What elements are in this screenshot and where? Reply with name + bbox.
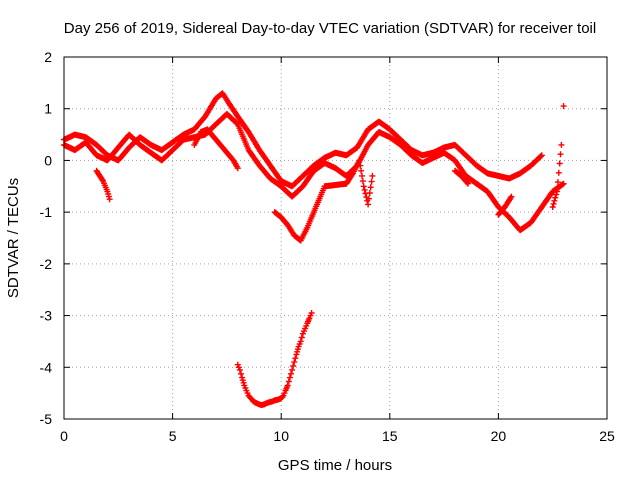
axis-ticks: [63, 56, 608, 420]
x-tick-label: 0: [60, 428, 68, 444]
data-point: [291, 359, 298, 366]
x-axis-label: GPS time / hours: [278, 457, 392, 474]
data-point: [234, 165, 241, 172]
x-tick-label: 5: [169, 428, 177, 444]
x-tick-labels: 0 5 10 15 20 25: [60, 428, 615, 444]
y-axis-label: SDTVAR / TECUs: [5, 178, 22, 298]
x-tick-label: 10: [273, 428, 289, 444]
y-tick-label: 0: [44, 152, 52, 168]
y-tick-labels: -5 -4 -3 -2 -1 0 1 2: [40, 49, 53, 427]
data-point: [285, 378, 292, 385]
chart-title: Day 256 of 2019, Sidereal Day-to-day VTE…: [64, 20, 596, 37]
data-point: [367, 184, 374, 191]
data-points: [61, 90, 567, 408]
data-point: [557, 151, 564, 158]
data-point: [507, 194, 514, 201]
data-point: [369, 172, 376, 179]
data-point: [465, 180, 471, 187]
y-tick-label: 2: [44, 49, 52, 65]
x-tick-label: 25: [599, 428, 615, 444]
x-tick-label: 15: [382, 428, 398, 444]
x-tick-label: 20: [491, 428, 507, 444]
y-tick-label: -4: [40, 359, 53, 375]
data-point: [238, 370, 244, 377]
data-point: [361, 186, 368, 193]
data-point: [554, 188, 560, 195]
data-point: [549, 204, 556, 210]
data-point: [365, 195, 372, 202]
data-point: [358, 167, 365, 174]
data-point: [290, 363, 297, 369]
data-point: [359, 172, 365, 179]
data-point: [359, 178, 366, 185]
data-point: [464, 179, 471, 186]
y-tick-label: 1: [44, 101, 52, 117]
data-point: [298, 334, 305, 341]
y-tick-label: -5: [40, 411, 53, 427]
data-point: [289, 366, 296, 373]
data-point: [550, 200, 557, 207]
data-point: [360, 183, 367, 190]
y-tick-label: -1: [40, 204, 53, 220]
data-point: [106, 196, 113, 203]
data-point: [508, 193, 515, 200]
data-point: [286, 374, 293, 381]
data-point: [558, 141, 565, 148]
data-point: [560, 180, 567, 187]
data-point: [292, 355, 299, 362]
data-point: [538, 152, 545, 159]
data-point: [555, 169, 562, 176]
data-point: [357, 162, 364, 169]
data-point: [366, 190, 373, 196]
plot-frame: [63, 56, 608, 420]
y-tick-label: -3: [40, 308, 53, 324]
data-point: [297, 338, 304, 345]
data-point: [552, 194, 559, 201]
data-point: [284, 382, 291, 389]
data-point: [538, 153, 544, 160]
data-point: [308, 310, 315, 316]
data-point: [368, 178, 375, 185]
grid: [64, 57, 607, 419]
data-point: [553, 191, 560, 198]
data-point: [556, 160, 563, 167]
data-point: [236, 366, 243, 373]
data-point: [554, 179, 561, 186]
data-point: [356, 157, 363, 164]
data-point: [288, 370, 294, 377]
data-point: [560, 103, 567, 110]
y-tick-label: -2: [40, 256, 53, 272]
data-point: [551, 197, 558, 204]
data-point: [365, 201, 372, 208]
